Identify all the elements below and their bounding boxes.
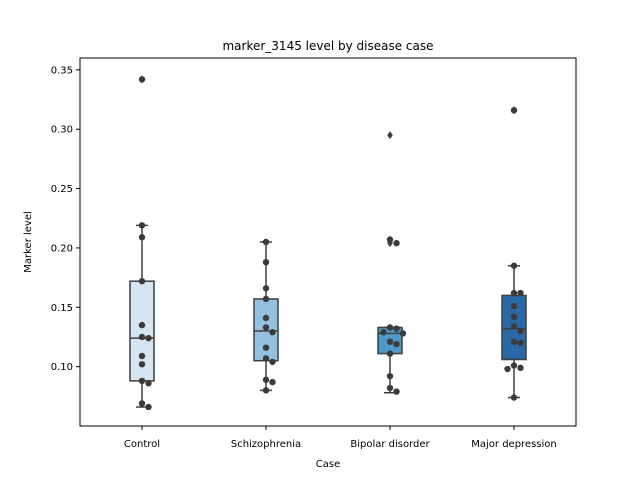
box-group (501, 106, 527, 399)
data-point (262, 258, 270, 266)
data-point (145, 403, 152, 411)
data-point (517, 339, 524, 347)
data-point (510, 302, 518, 310)
data-point (504, 365, 511, 373)
plot-area (129, 75, 527, 411)
data-point (510, 289, 518, 297)
data-point (138, 333, 146, 341)
x-axis-label: Case (316, 459, 340, 470)
data-point (517, 364, 524, 372)
x-axis: Control Schizophrenia Bipolar disorder Majo… (124, 426, 557, 450)
data-point (138, 277, 146, 285)
outlier-marker (387, 131, 393, 140)
data-point (393, 325, 400, 332)
y-tick-label: 0.20 (51, 243, 73, 254)
y-axis-label: Marker level (23, 211, 34, 273)
swarm-group (138, 76, 152, 411)
data-point (386, 236, 394, 243)
data-point (262, 376, 270, 383)
data-point (386, 350, 394, 357)
data-point (145, 334, 152, 342)
data-point (510, 313, 518, 320)
data-point (393, 388, 400, 395)
data-point (262, 324, 270, 331)
data-point (380, 329, 387, 336)
data-point (386, 372, 394, 380)
swarm-group (262, 238, 276, 394)
data-point (138, 321, 146, 329)
y-tick-label: 0.35 (51, 65, 73, 76)
data-point (262, 387, 270, 394)
y-axis: 0.10 0.15 0.20 0.25 0.30 0.35 (51, 65, 80, 373)
y-tick-label: 0.15 (51, 303, 73, 314)
data-point (510, 394, 518, 401)
y-tick-label: 0.25 (51, 184, 73, 195)
data-point (510, 323, 518, 330)
data-point (138, 377, 146, 385)
data-point (386, 338, 394, 345)
data-point (393, 340, 400, 348)
data-point (138, 234, 146, 241)
data-point (262, 285, 270, 292)
data-point (262, 355, 270, 362)
plot-frame (79, 57, 577, 427)
data-point (393, 239, 400, 247)
x-tick-label: Major depression (471, 439, 557, 450)
data-point (145, 380, 152, 387)
data-point (269, 358, 276, 366)
data-point (517, 327, 524, 335)
data-point (138, 361, 146, 368)
x-tick-label: Bipolar disorder (350, 439, 430, 450)
data-point (138, 76, 146, 83)
data-point (399, 330, 407, 337)
swarm-group (380, 236, 407, 395)
data-point (510, 338, 518, 345)
data-point (138, 400, 146, 407)
data-point (510, 362, 518, 369)
data-point (269, 378, 276, 386)
data-point (269, 329, 276, 336)
data-point (138, 222, 146, 229)
y-tick-label: 0.10 (51, 362, 73, 373)
data-point (386, 324, 394, 331)
data-point (262, 314, 270, 322)
data-point (262, 295, 270, 303)
data-point (386, 384, 394, 392)
data-point (517, 289, 524, 297)
swarm-group (504, 107, 524, 401)
data-point (510, 107, 518, 114)
x-tick-label: Schizophrenia (231, 439, 301, 450)
chart-title: marker_3145 level by disease case (222, 39, 433, 53)
data-point (510, 262, 518, 269)
data-point (262, 344, 270, 351)
data-point (138, 352, 146, 360)
x-tick-label: Control (124, 439, 160, 450)
data-point (262, 238, 270, 246)
y-tick-label: 0.30 (51, 125, 73, 136)
